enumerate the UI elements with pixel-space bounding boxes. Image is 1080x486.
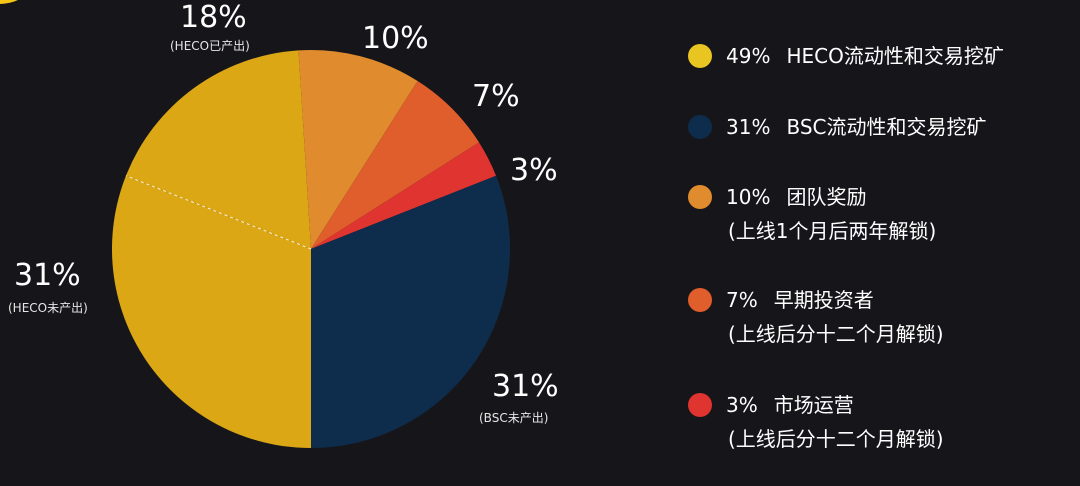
legend-pct: 10% <box>726 185 771 209</box>
legend-label: HECO流动性和交易挖矿 <box>786 44 1004 68</box>
legend-item-investors: 7% 早期投资者 (上线后分十二个月解锁) <box>688 288 944 346</box>
slice-label-marketing: 3% <box>510 153 558 188</box>
legend-swatch <box>688 288 712 312</box>
legend-item-bsc-mining: 31% BSC流动性和交易挖矿 <box>688 115 986 139</box>
legend-note: (上线后分十二个月解锁) <box>728 427 944 451</box>
slice-team <box>298 50 418 250</box>
slice-investors <box>311 80 480 249</box>
legend-swatch <box>688 115 712 139</box>
slice-sublabel-heco-unproduced: (HECO未产出) <box>8 301 88 315</box>
legend-swatch <box>688 44 712 68</box>
legend-label: BSC流动性和交易挖矿 <box>786 115 987 139</box>
pie-slices <box>111 50 510 448</box>
slice-marketing <box>311 142 497 249</box>
slice-heco-unproduced <box>111 175 312 448</box>
legend-pct: 31% <box>726 115 771 139</box>
legend-note: (上线1个月后两年解锁) <box>728 219 937 243</box>
slice-bsc-unproduced <box>311 175 510 448</box>
slice-label-investors: 7% <box>472 79 520 114</box>
legend-label: 团队奖励 <box>786 185 867 209</box>
slice-sublabel-heco-produced: (HECO已产出) <box>170 39 250 53</box>
slice-label-heco-produced: 18% <box>180 0 247 35</box>
slice-label-bsc-unproduced: 31% <box>492 369 559 404</box>
legend-item-team: 10% 团队奖励 (上线1个月后两年解锁) <box>688 185 936 243</box>
legend-pct: 49% <box>726 44 771 68</box>
slice-label-team: 10% <box>362 21 429 56</box>
legend-pct: 7% <box>726 288 758 312</box>
legend-swatch <box>688 393 712 417</box>
legend-label: 早期投资者 <box>773 288 874 312</box>
legend-note: (上线后分十二个月解锁) <box>728 322 944 346</box>
slice-sublabel-bsc-unproduced: (BSC未产出) <box>479 411 549 425</box>
slice-heco-produced <box>125 50 311 249</box>
legend-swatch <box>688 185 712 209</box>
legend-pct: 3% <box>726 393 758 417</box>
legend-item-marketing: 3% 市场运营 (上线后分十二个月解锁) <box>688 393 944 451</box>
legend-item-heco-mining: 49% HECO流动性和交易挖矿 <box>688 44 1004 68</box>
legend-label: 市场运营 <box>773 393 854 417</box>
slice-label-heco-unproduced: 31% <box>14 258 81 293</box>
